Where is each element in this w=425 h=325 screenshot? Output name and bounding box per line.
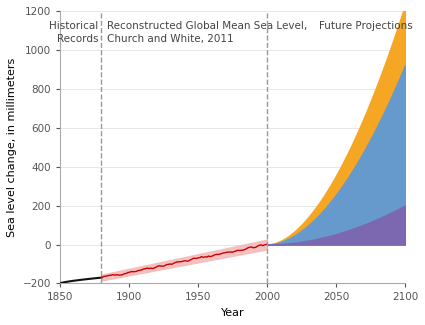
Y-axis label: Sea level change, in millimeters: Sea level change, in millimeters: [7, 58, 17, 237]
X-axis label: Year: Year: [221, 308, 244, 318]
Text: Reconstructed Global Mean Sea Level,
Church and White, 2011: Reconstructed Global Mean Sea Level, Chu…: [107, 21, 307, 44]
Text: Historical
Records: Historical Records: [49, 21, 99, 44]
Text: Future Projections: Future Projections: [319, 21, 413, 31]
